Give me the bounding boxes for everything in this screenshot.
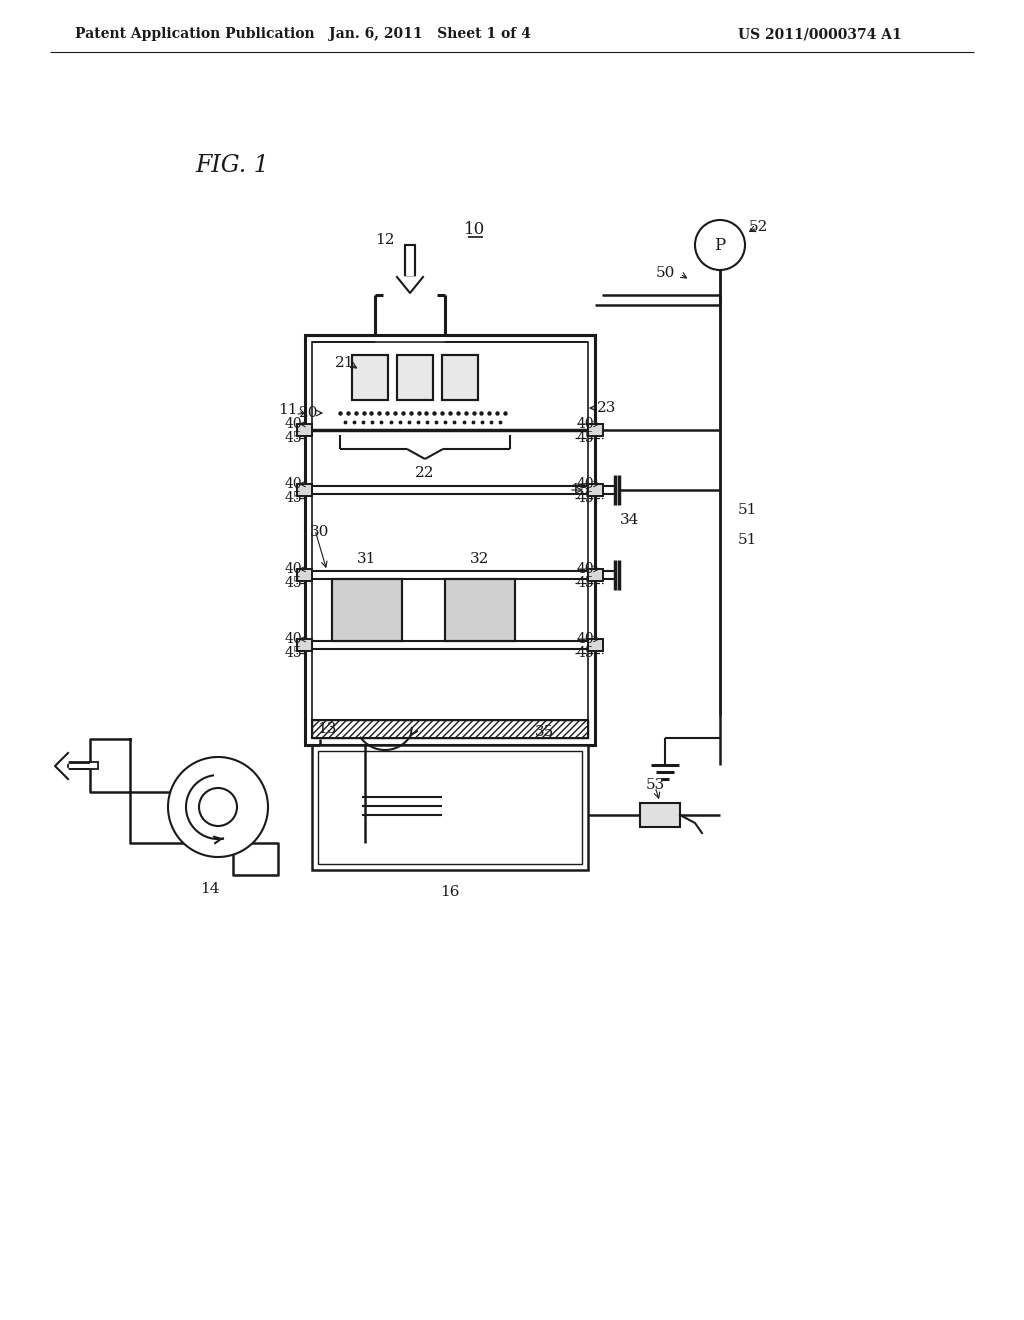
Text: 20: 20 — [299, 407, 318, 420]
Polygon shape — [55, 752, 68, 779]
Bar — [297, 639, 312, 651]
Text: 34: 34 — [620, 513, 639, 527]
Text: 40: 40 — [285, 477, 302, 491]
Bar — [297, 569, 312, 581]
Bar — [640, 803, 680, 828]
Text: 40: 40 — [577, 417, 595, 432]
Bar — [397, 355, 433, 400]
Bar — [588, 484, 603, 496]
Bar — [318, 751, 582, 865]
Bar — [297, 484, 312, 496]
Bar — [588, 569, 603, 581]
Text: 16: 16 — [440, 884, 460, 899]
Bar — [442, 355, 478, 400]
Text: 23: 23 — [597, 401, 616, 414]
Text: 15: 15 — [570, 483, 590, 498]
Text: 13: 13 — [317, 722, 337, 737]
Text: 21: 21 — [335, 356, 354, 370]
Circle shape — [168, 756, 268, 857]
Bar — [297, 484, 312, 496]
Text: 12: 12 — [375, 234, 394, 247]
Bar — [588, 569, 603, 581]
Bar — [297, 569, 312, 581]
Text: 53: 53 — [645, 777, 665, 792]
Bar — [312, 744, 588, 870]
Bar — [312, 719, 588, 738]
Text: 51: 51 — [738, 533, 758, 546]
Bar — [588, 639, 603, 651]
Text: 45: 45 — [577, 576, 595, 590]
Text: 45: 45 — [577, 432, 595, 445]
Bar — [352, 355, 388, 400]
Text: Jan. 6, 2011   Sheet 1 of 4: Jan. 6, 2011 Sheet 1 of 4 — [329, 26, 530, 41]
Bar — [305, 335, 595, 744]
Text: 50: 50 — [655, 267, 675, 280]
Bar — [297, 424, 312, 436]
Bar — [588, 639, 603, 651]
Bar — [352, 355, 388, 400]
Bar — [332, 579, 402, 642]
Text: US 2011/0000374 A1: US 2011/0000374 A1 — [738, 26, 902, 41]
Text: 22: 22 — [416, 466, 435, 480]
Text: 35: 35 — [536, 725, 555, 739]
Polygon shape — [397, 277, 423, 293]
Text: 10: 10 — [464, 222, 485, 239]
Text: 40: 40 — [285, 417, 302, 432]
Text: 40: 40 — [577, 632, 595, 645]
Text: 40: 40 — [577, 562, 595, 576]
Text: 51: 51 — [738, 503, 758, 517]
Text: 11: 11 — [279, 403, 298, 417]
Text: 45: 45 — [285, 576, 302, 590]
Text: 45: 45 — [577, 645, 595, 660]
Text: 40: 40 — [285, 562, 302, 576]
Bar — [445, 579, 515, 642]
Bar — [297, 639, 312, 651]
Text: 14: 14 — [201, 882, 220, 896]
Text: 30: 30 — [310, 525, 330, 539]
Text: 52: 52 — [749, 220, 768, 234]
Text: 45: 45 — [577, 491, 595, 506]
Bar — [588, 484, 603, 496]
Text: 32: 32 — [470, 552, 489, 566]
Text: 40: 40 — [285, 632, 302, 645]
Bar — [445, 579, 515, 642]
Bar — [312, 342, 588, 738]
Bar — [588, 424, 603, 436]
Text: FIG. 1: FIG. 1 — [195, 153, 268, 177]
Text: 31: 31 — [357, 552, 377, 566]
Bar — [297, 424, 312, 436]
Text: 45: 45 — [285, 491, 302, 506]
Bar — [442, 355, 478, 400]
Bar — [68, 762, 98, 770]
Text: Patent Application Publication: Patent Application Publication — [75, 26, 314, 41]
Bar — [312, 719, 588, 738]
Circle shape — [199, 788, 237, 826]
Text: 40: 40 — [577, 477, 595, 491]
Text: 45: 45 — [285, 645, 302, 660]
Bar — [332, 579, 402, 642]
Circle shape — [695, 220, 745, 271]
Bar — [397, 355, 433, 400]
Text: 45: 45 — [285, 432, 302, 445]
Text: P: P — [715, 236, 726, 253]
Polygon shape — [90, 739, 278, 875]
Bar — [406, 246, 415, 277]
Bar — [588, 424, 603, 436]
